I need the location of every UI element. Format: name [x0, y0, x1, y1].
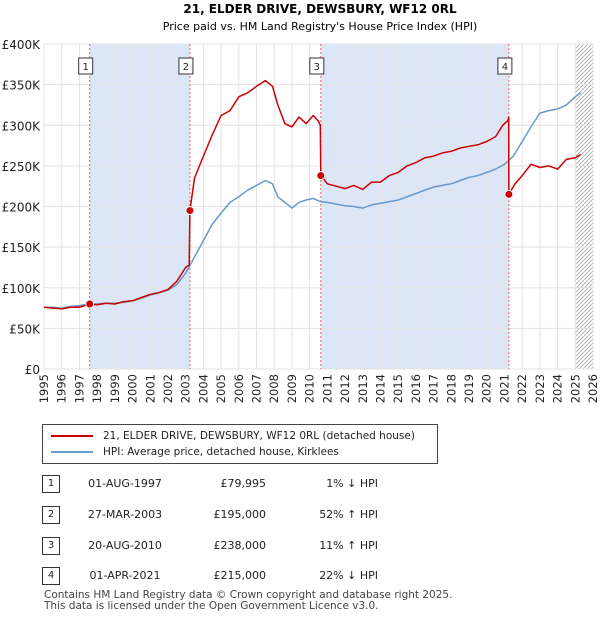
x-tick-label: 2001	[143, 374, 157, 403]
x-tick-label: 2013	[356, 374, 370, 403]
sale-row: 1 01-AUG-1997 £79,995 1% ↓ HPI	[42, 475, 442, 493]
sale-point	[504, 189, 514, 199]
sale-marker-label: 3	[314, 62, 320, 73]
chart-subtitle: Price paid vs. HM Land Registry's House …	[163, 20, 478, 33]
x-tick-label: 1999	[108, 374, 122, 403]
sale-marker-box	[178, 57, 194, 75]
y-tick-label: £300K	[2, 119, 42, 133]
x-tick-label: 2006	[232, 374, 246, 403]
sale-date: 01-AUG-1997	[88, 477, 162, 490]
sale-number-badge: 1	[42, 475, 60, 493]
x-tick-label: 2018	[444, 374, 458, 403]
x-tick-label: 2000	[126, 374, 140, 403]
sale-marker-label: 4	[502, 62, 508, 73]
footer-copyright: Contains HM Land Registry data © Crown c…	[44, 589, 453, 601]
sale-date: 27-MAR-2003	[87, 508, 163, 521]
x-tick-label: 2026	[586, 374, 600, 403]
footer-licence: This data is licensed under the Open Gov…	[44, 600, 379, 612]
sale-number-badge: 4	[42, 567, 60, 585]
legend-swatch-property	[51, 435, 93, 437]
x-tick-label: 2010	[303, 374, 317, 403]
y-tick-label: £150K	[2, 241, 42, 255]
sale-marker-box	[497, 57, 513, 75]
sale-hpi-change: 52% ↑ HPI	[319, 508, 378, 521]
sale-point	[185, 206, 195, 216]
x-tick-label: 2007	[250, 374, 264, 403]
sale-marker-label: 1	[83, 62, 89, 73]
x-tick-label: 2004	[196, 374, 210, 403]
sale-row: 4 01-APR-2021 £215,000 22% ↓ HPI	[42, 567, 442, 585]
sale-date: 01-APR-2021	[89, 569, 161, 582]
sale-point	[85, 299, 95, 309]
x-tick-label: 2023	[533, 374, 547, 403]
footer: Contains HM Land Registry data © Crown c…	[44, 590, 452, 612]
y-tick-label: £350K	[2, 79, 42, 93]
x-tick-label: 2015	[391, 374, 405, 403]
legend-label-property: 21, ELDER DRIVE, DEWSBURY, WF12 0RL (det…	[103, 430, 415, 442]
y-tick-label: £100K	[2, 282, 42, 296]
x-tick-label: 2012	[338, 374, 352, 403]
x-tick-label: 1997	[72, 374, 86, 403]
x-tick-label: 2002	[161, 374, 175, 403]
sale-number-badge: 3	[42, 537, 60, 555]
chart-title: 21, ELDER DRIVE, DEWSBURY, WF12 0RL	[183, 2, 457, 16]
sale-marker-box	[78, 57, 94, 75]
sale-row: 2 27-MAR-2003 £195,000 52% ↑ HPI	[42, 506, 442, 524]
x-tick-label: 2017	[427, 374, 441, 403]
x-tick-label: 2021	[497, 374, 511, 403]
y-tick-label: £0	[25, 363, 40, 377]
x-tick-label: 2011	[320, 374, 334, 403]
x-tick-label: 2008	[267, 374, 281, 403]
y-tick-label: £200K	[2, 201, 42, 215]
sale-row: 3 20-AUG-2010 £238,000 11% ↑ HPI	[42, 537, 442, 555]
y-tick-label: £50K	[9, 322, 41, 336]
x-tick-label: 2024	[551, 374, 565, 403]
sale-hpi-change: 1% ↓ HPI	[326, 477, 378, 490]
plot-area: 1 2 3 4 £0 £50K £100K £150K £200K £250K £300K £350K…	[2, 38, 600, 403]
x-tick-label: 1996	[55, 374, 69, 403]
legend-label-hpi: HPI: Average price, detached house, Kirk…	[103, 446, 339, 458]
sale-price: £238,000	[213, 539, 267, 552]
sale-hpi-change: 22% ↓ HPI	[319, 569, 378, 582]
legend-item-hpi: HPI: Average price, detached house, Kirk…	[51, 445, 339, 459]
legend: 21, ELDER DRIVE, DEWSBURY, WF12 0RL (det…	[42, 424, 438, 464]
x-tick-label: 2009	[285, 374, 299, 403]
x-tick-label: 2019	[462, 374, 476, 403]
x-tick-label: 2003	[179, 374, 193, 403]
sale-price: £79,995	[220, 477, 267, 490]
price-series-line	[43, 79, 581, 310]
x-tick-label: 2025	[568, 374, 582, 403]
sale-number-badge: 2	[42, 506, 60, 524]
sale-date: 20-AUG-2010	[88, 539, 162, 552]
legend-item-property: 21, ELDER DRIVE, DEWSBURY, WF12 0RL (det…	[51, 429, 415, 443]
sale-hpi-change: 11% ↑ HPI	[319, 539, 378, 552]
sale-price: £215,000	[213, 569, 267, 582]
legend-swatch-hpi	[51, 451, 93, 453]
chart: 21, ELDER DRIVE, DEWSBURY, WF12 0RL Pric…	[2, 2, 600, 403]
sale-marker-label: 2	[183, 62, 189, 73]
sale-price: £195,000	[213, 508, 267, 521]
x-tick-label: 2016	[409, 374, 423, 403]
x-tick-label: 2005	[214, 374, 228, 403]
sale-point	[316, 171, 326, 181]
x-tick-label: 2022	[515, 374, 529, 403]
x-tick-label: 2014	[373, 374, 387, 403]
sale-marker-box	[309, 57, 325, 75]
x-tick-label: 1998	[90, 374, 104, 403]
x-tick-label: 1995	[37, 374, 51, 403]
y-tick-label: £400K	[2, 38, 42, 52]
x-tick-label: 2020	[480, 374, 494, 403]
y-tick-label: £250K	[2, 160, 42, 174]
